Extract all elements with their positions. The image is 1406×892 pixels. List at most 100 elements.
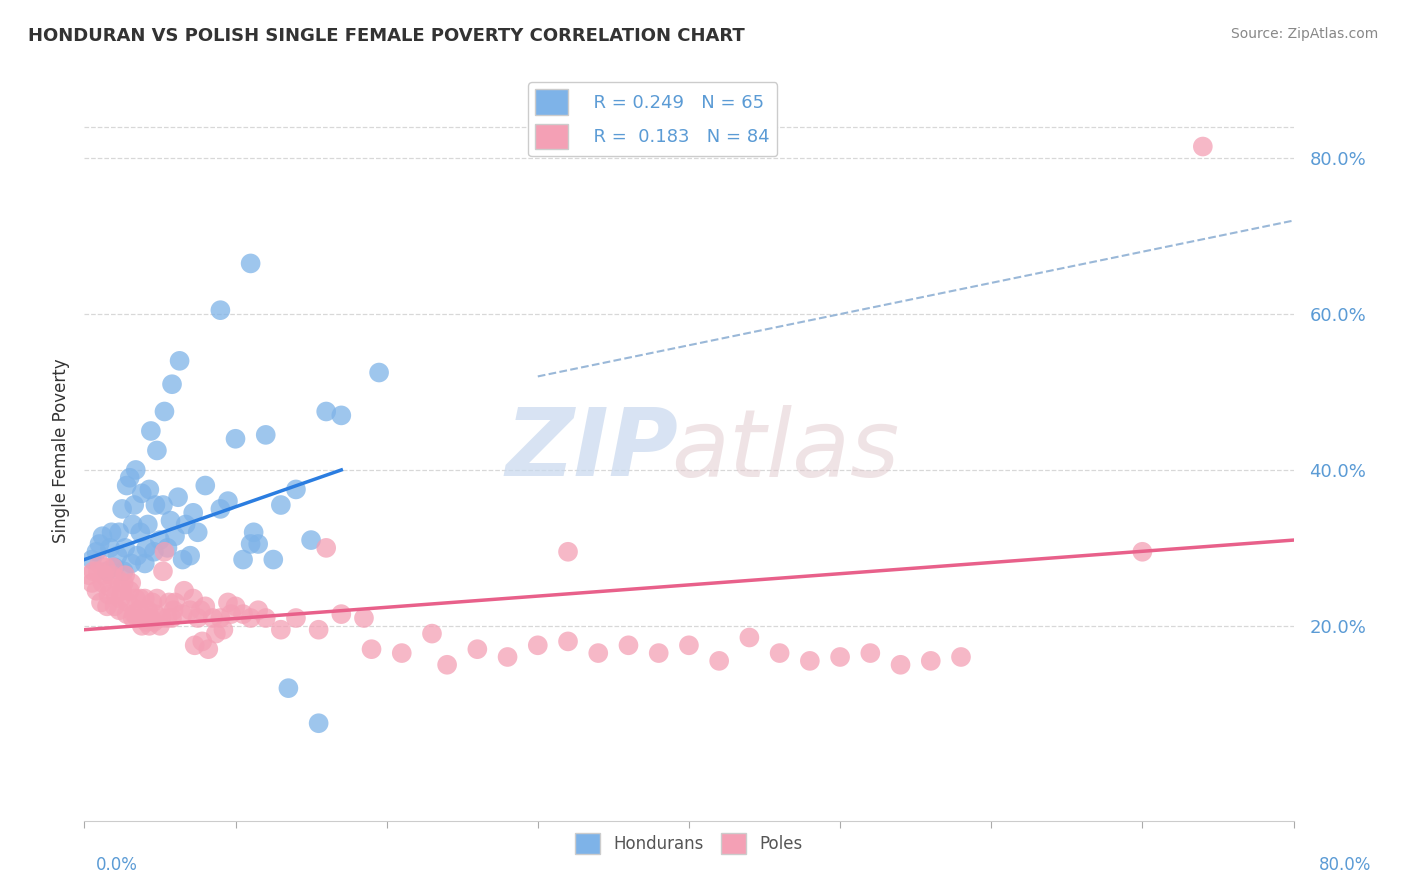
Text: Source: ZipAtlas.com: Source: ZipAtlas.com <box>1230 27 1378 41</box>
Point <box>121 611 143 625</box>
Point <box>247 603 270 617</box>
Point <box>145 607 167 621</box>
Point <box>709 654 731 668</box>
Point <box>285 483 308 497</box>
Y-axis label: Single Female Poverty: Single Female Poverty <box>52 359 70 542</box>
Point <box>110 591 132 606</box>
Point <box>101 560 124 574</box>
Point <box>557 545 579 559</box>
Point <box>239 256 262 270</box>
Text: atlas: atlas <box>672 405 900 496</box>
Point <box>225 599 247 614</box>
Point <box>173 583 195 598</box>
Point <box>135 615 157 629</box>
Point <box>678 638 700 652</box>
Point <box>368 366 391 380</box>
Point <box>270 623 292 637</box>
Point <box>122 498 145 512</box>
Point <box>149 619 172 633</box>
Point <box>135 541 157 555</box>
Point <box>112 564 135 578</box>
Point <box>315 404 337 418</box>
Point <box>799 654 821 668</box>
Point <box>142 615 165 629</box>
Point <box>82 564 104 578</box>
Point <box>859 646 882 660</box>
Point <box>120 576 142 591</box>
Point <box>270 498 292 512</box>
Point <box>187 525 209 540</box>
Point <box>153 404 176 418</box>
Point <box>100 525 122 540</box>
Point <box>165 595 187 609</box>
Point <box>162 603 184 617</box>
Point <box>769 646 792 660</box>
Point <box>118 471 141 485</box>
Point <box>174 517 197 532</box>
Point <box>157 595 180 609</box>
Point <box>738 631 761 645</box>
Point <box>125 591 148 606</box>
Point <box>127 549 149 563</box>
Point <box>115 607 138 621</box>
Point <box>111 583 134 598</box>
Point <box>557 634 579 648</box>
Point <box>391 646 413 660</box>
Point <box>134 591 156 606</box>
Point <box>217 595 239 609</box>
Point <box>353 611 375 625</box>
Point <box>160 611 183 625</box>
Point <box>129 591 152 606</box>
Point <box>467 642 489 657</box>
Point <box>138 483 160 497</box>
Point <box>299 533 322 547</box>
Point <box>360 642 382 657</box>
Point <box>100 568 122 582</box>
Point <box>152 498 174 512</box>
Point <box>117 595 139 609</box>
Point <box>131 486 153 500</box>
Point <box>108 525 131 540</box>
Point <box>90 595 112 609</box>
Point <box>77 568 100 582</box>
Point <box>153 545 176 559</box>
Point <box>96 564 118 578</box>
Point <box>217 494 239 508</box>
Point <box>122 607 145 621</box>
Point <box>98 580 121 594</box>
Point <box>121 517 143 532</box>
Point <box>128 603 150 617</box>
Point <box>496 650 519 665</box>
Point <box>1192 139 1215 153</box>
Point <box>132 611 155 625</box>
Point <box>94 560 117 574</box>
Point <box>197 642 219 657</box>
Point <box>436 657 458 672</box>
Point <box>127 611 149 625</box>
Point <box>315 541 337 555</box>
Point <box>169 354 191 368</box>
Point <box>160 377 183 392</box>
Text: HONDURAN VS POLISH SINGLE FEMALE POVERTY CORRELATION CHART: HONDURAN VS POLISH SINGLE FEMALE POVERTY… <box>28 27 745 45</box>
Point <box>98 541 121 555</box>
Point <box>86 545 108 559</box>
Point <box>138 619 160 633</box>
Point <box>191 634 214 648</box>
Point <box>232 552 254 566</box>
Point <box>145 498 167 512</box>
Point <box>93 568 115 582</box>
Point <box>96 599 118 614</box>
Point <box>86 583 108 598</box>
Text: 0.0%: 0.0% <box>96 856 138 874</box>
Point <box>136 603 159 617</box>
Point <box>129 525 152 540</box>
Point <box>232 607 254 621</box>
Point <box>91 576 114 591</box>
Point <box>159 514 181 528</box>
Point <box>617 638 640 652</box>
Point <box>141 595 163 609</box>
Point <box>254 428 277 442</box>
Point <box>111 502 134 516</box>
Point <box>225 432 247 446</box>
Point <box>87 564 110 578</box>
